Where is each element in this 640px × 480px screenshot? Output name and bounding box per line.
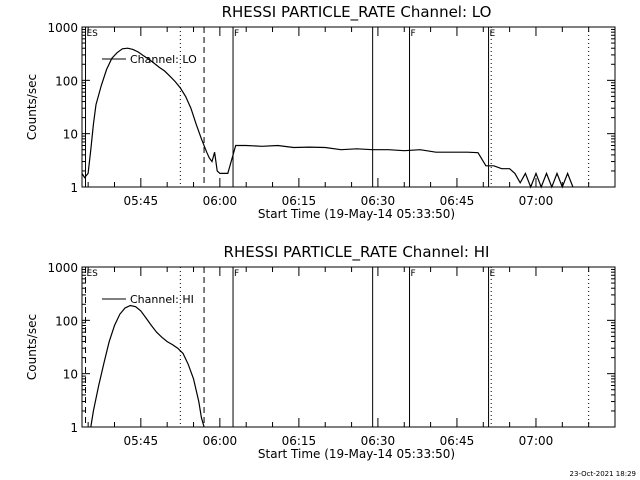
x-tick-label: 06:30 [361,434,396,448]
y-axis-label: Counts/sec [25,74,39,140]
event-marker-label: ES [87,269,99,279]
y-tick-label: 10 [63,128,78,142]
y-tick-label: 1 [70,421,78,435]
y-tick-label: 100 [55,74,78,88]
plot-frame [81,26,616,188]
legend-label: Channel: HI [130,293,194,306]
event-marker-label: E [490,29,496,39]
x-tick-label: 06:30 [361,194,396,208]
x-tick-label: 06:15 [282,194,317,208]
x-tick-label: 05:45 [124,194,159,208]
x-tick-label: 06:15 [282,434,317,448]
x-tick-label: 07:00 [519,434,554,448]
y-tick-label: 1000 [47,21,78,35]
y-tick-label: 1 [70,181,78,195]
plot-frame [81,266,616,428]
x-tick-label: 06:45 [440,194,475,208]
data-line [90,304,205,428]
y-tick-label: 10 [63,368,78,382]
y-axis-label: Counts/sec [25,314,39,380]
event-marker-label: F [411,269,416,279]
panel-hi: RHESSI PARTICLE_RATE Channel: HI 1 10 100 10… [25,243,616,461]
footer-timestamp: 23-Oct-2021 18:29 [570,470,636,478]
x-tick-label: 06:00 [203,194,238,208]
x-axis-label: Start Time (19-May-14 05:33:50) [258,447,455,461]
event-marker-label: F [234,269,239,279]
event-marker-label: ES [87,29,99,39]
panel-lo: RHESSI PARTICLE_RATE Channel: LO 1 10 100 10… [25,3,616,221]
event-marker-label: E [490,269,496,279]
event-marker-label: F [234,29,239,39]
y-tick-label: 100 [55,314,78,328]
chart-title: RHESSI PARTICLE_RATE Channel: HI [224,243,490,262]
x-tick-label: 06:00 [203,434,238,448]
chart-title: RHESSI PARTICLE_RATE Channel: LO [222,3,492,22]
y-tick-label: 1000 [47,261,78,275]
data-line [81,47,574,189]
x-axis-label: Start Time (19-May-14 05:33:50) [258,207,455,221]
legend-label: Channel: LO [130,53,197,66]
x-tick-label: 07:00 [519,194,554,208]
event-marker-label: F [411,29,416,39]
x-tick-label: 06:45 [440,434,475,448]
x-tick-label: 05:45 [124,434,159,448]
